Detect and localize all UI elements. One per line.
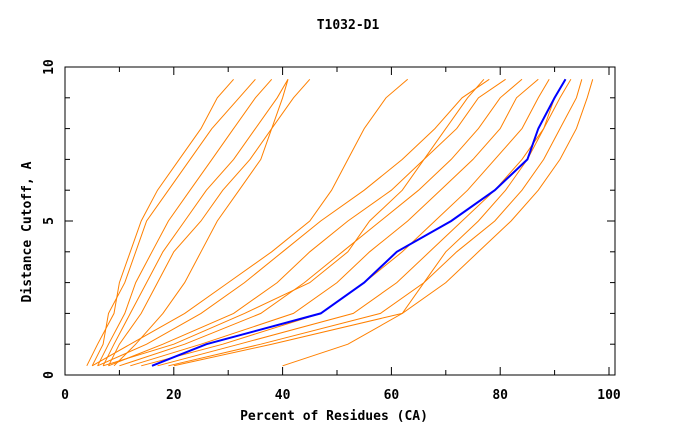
plot-frame [64, 66, 616, 376]
model-curve-16 [173, 79, 594, 367]
x-tick-label: 60 [384, 388, 400, 403]
x-tick-label: 100 [597, 388, 621, 403]
model-curve-0 [86, 78, 234, 367]
x-tick-label: 40 [275, 388, 291, 403]
model-curve-13 [141, 79, 550, 367]
model-curve-3 [102, 79, 289, 367]
curves [86, 78, 594, 367]
chart-title: T1032-D1 [317, 18, 380, 33]
x-tick-label: 20 [166, 388, 182, 403]
model-curve-2 [97, 78, 273, 367]
ticks: 0 20 40 60 80 100 0 5 10 [42, 59, 621, 403]
y-axis-label: Distance Cutoff, A [20, 161, 35, 302]
x-tick-label: 80 [492, 388, 508, 403]
model-curve-14 [157, 79, 566, 367]
model-curve-9 [97, 78, 490, 367]
y-tick-label: 10 [42, 59, 57, 75]
x-tick-label: 0 [61, 388, 69, 403]
y-tick-label: 5 [42, 217, 57, 225]
model-curve-6 [91, 78, 409, 367]
model-curve-12 [130, 78, 539, 367]
x-axis-label: Percent of Residues (CA) [240, 409, 428, 424]
model-curve-8 [282, 79, 572, 367]
model-curve-10 [108, 78, 506, 367]
model-curve-15 [168, 79, 583, 367]
model-curve-11 [119, 78, 523, 367]
model-curve-4 [108, 78, 311, 367]
y-tick-label: 0 [42, 371, 57, 379]
highlight-curve [151, 78, 567, 367]
model-curve-1 [91, 78, 256, 367]
model-curve-5 [113, 79, 289, 367]
model-curve-7 [102, 78, 485, 367]
